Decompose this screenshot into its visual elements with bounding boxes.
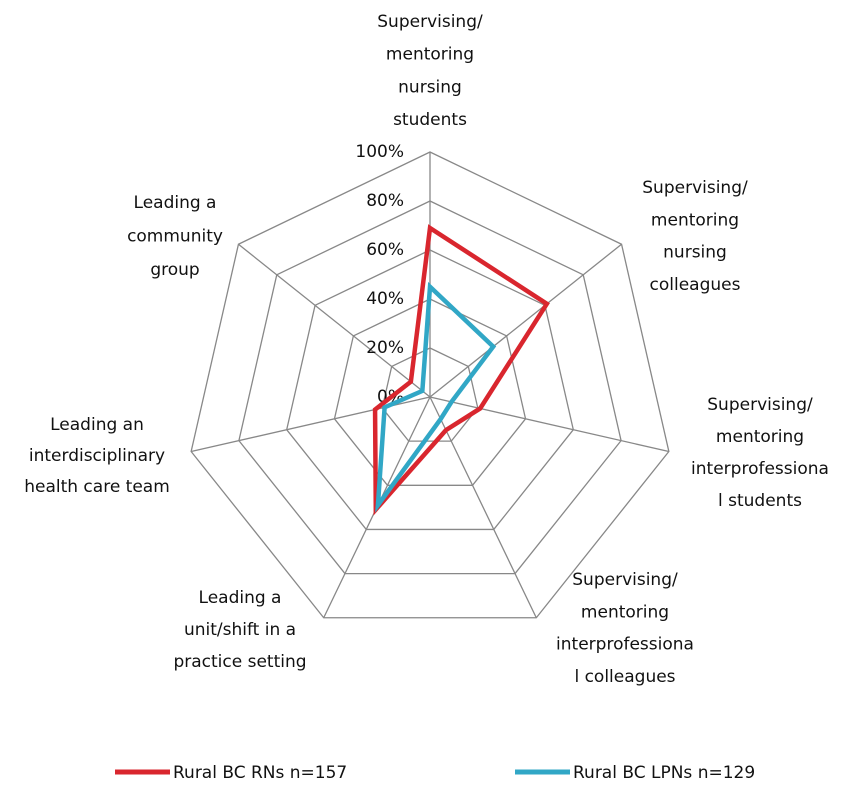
category-label: nursing [398,77,462,97]
category-label: mentoring [716,427,804,447]
grid-ring [333,298,527,486]
series-line [375,281,497,513]
grid-ring [238,200,622,575]
category-label: l colleagues [574,667,675,687]
tick-label: 80% [366,191,404,211]
spoke [429,396,537,619]
category-label: interprofessiona [691,459,829,479]
category-label: Supervising/ [707,395,813,415]
category-label: mentoring [386,45,474,65]
grid-ring [190,151,670,619]
category-label: unit/shift in a [184,620,296,640]
category-label: interprofessiona [556,635,694,655]
category-label: Leading a [199,588,282,608]
tick-label: 40% [366,289,404,309]
category-label: Supervising/ [572,570,678,590]
grid-ring [381,347,479,442]
spoke [238,243,431,398]
category-label: students [393,110,467,130]
category-label: mentoring [651,210,739,230]
tick-label: 20% [366,338,404,358]
spoke [429,396,670,453]
series-line [372,224,550,516]
category-label: Supervising/ [377,12,483,32]
category-label: l students [718,491,802,511]
tick-label: 100% [355,142,404,162]
category-label: colleagues [650,275,741,295]
category-label: Supervising/ [642,178,748,198]
category-label: practice setting [173,652,306,672]
category-label: mentoring [581,602,669,622]
category-label: Leading a [134,193,217,213]
category-label: nursing [663,243,727,263]
category-label: Leading an [50,415,144,435]
category-label: community [127,227,223,247]
spoke [429,243,622,398]
category-label: health care team [24,477,170,497]
legend-label: Rural BC RNs n=157 [173,763,347,783]
category-label: group [150,260,199,280]
tick-label: 60% [366,240,404,260]
category-label: interdisciplinary [29,446,165,466]
legend-label: Rural BC LPNs n=129 [573,763,755,783]
grid-ring [285,249,575,531]
